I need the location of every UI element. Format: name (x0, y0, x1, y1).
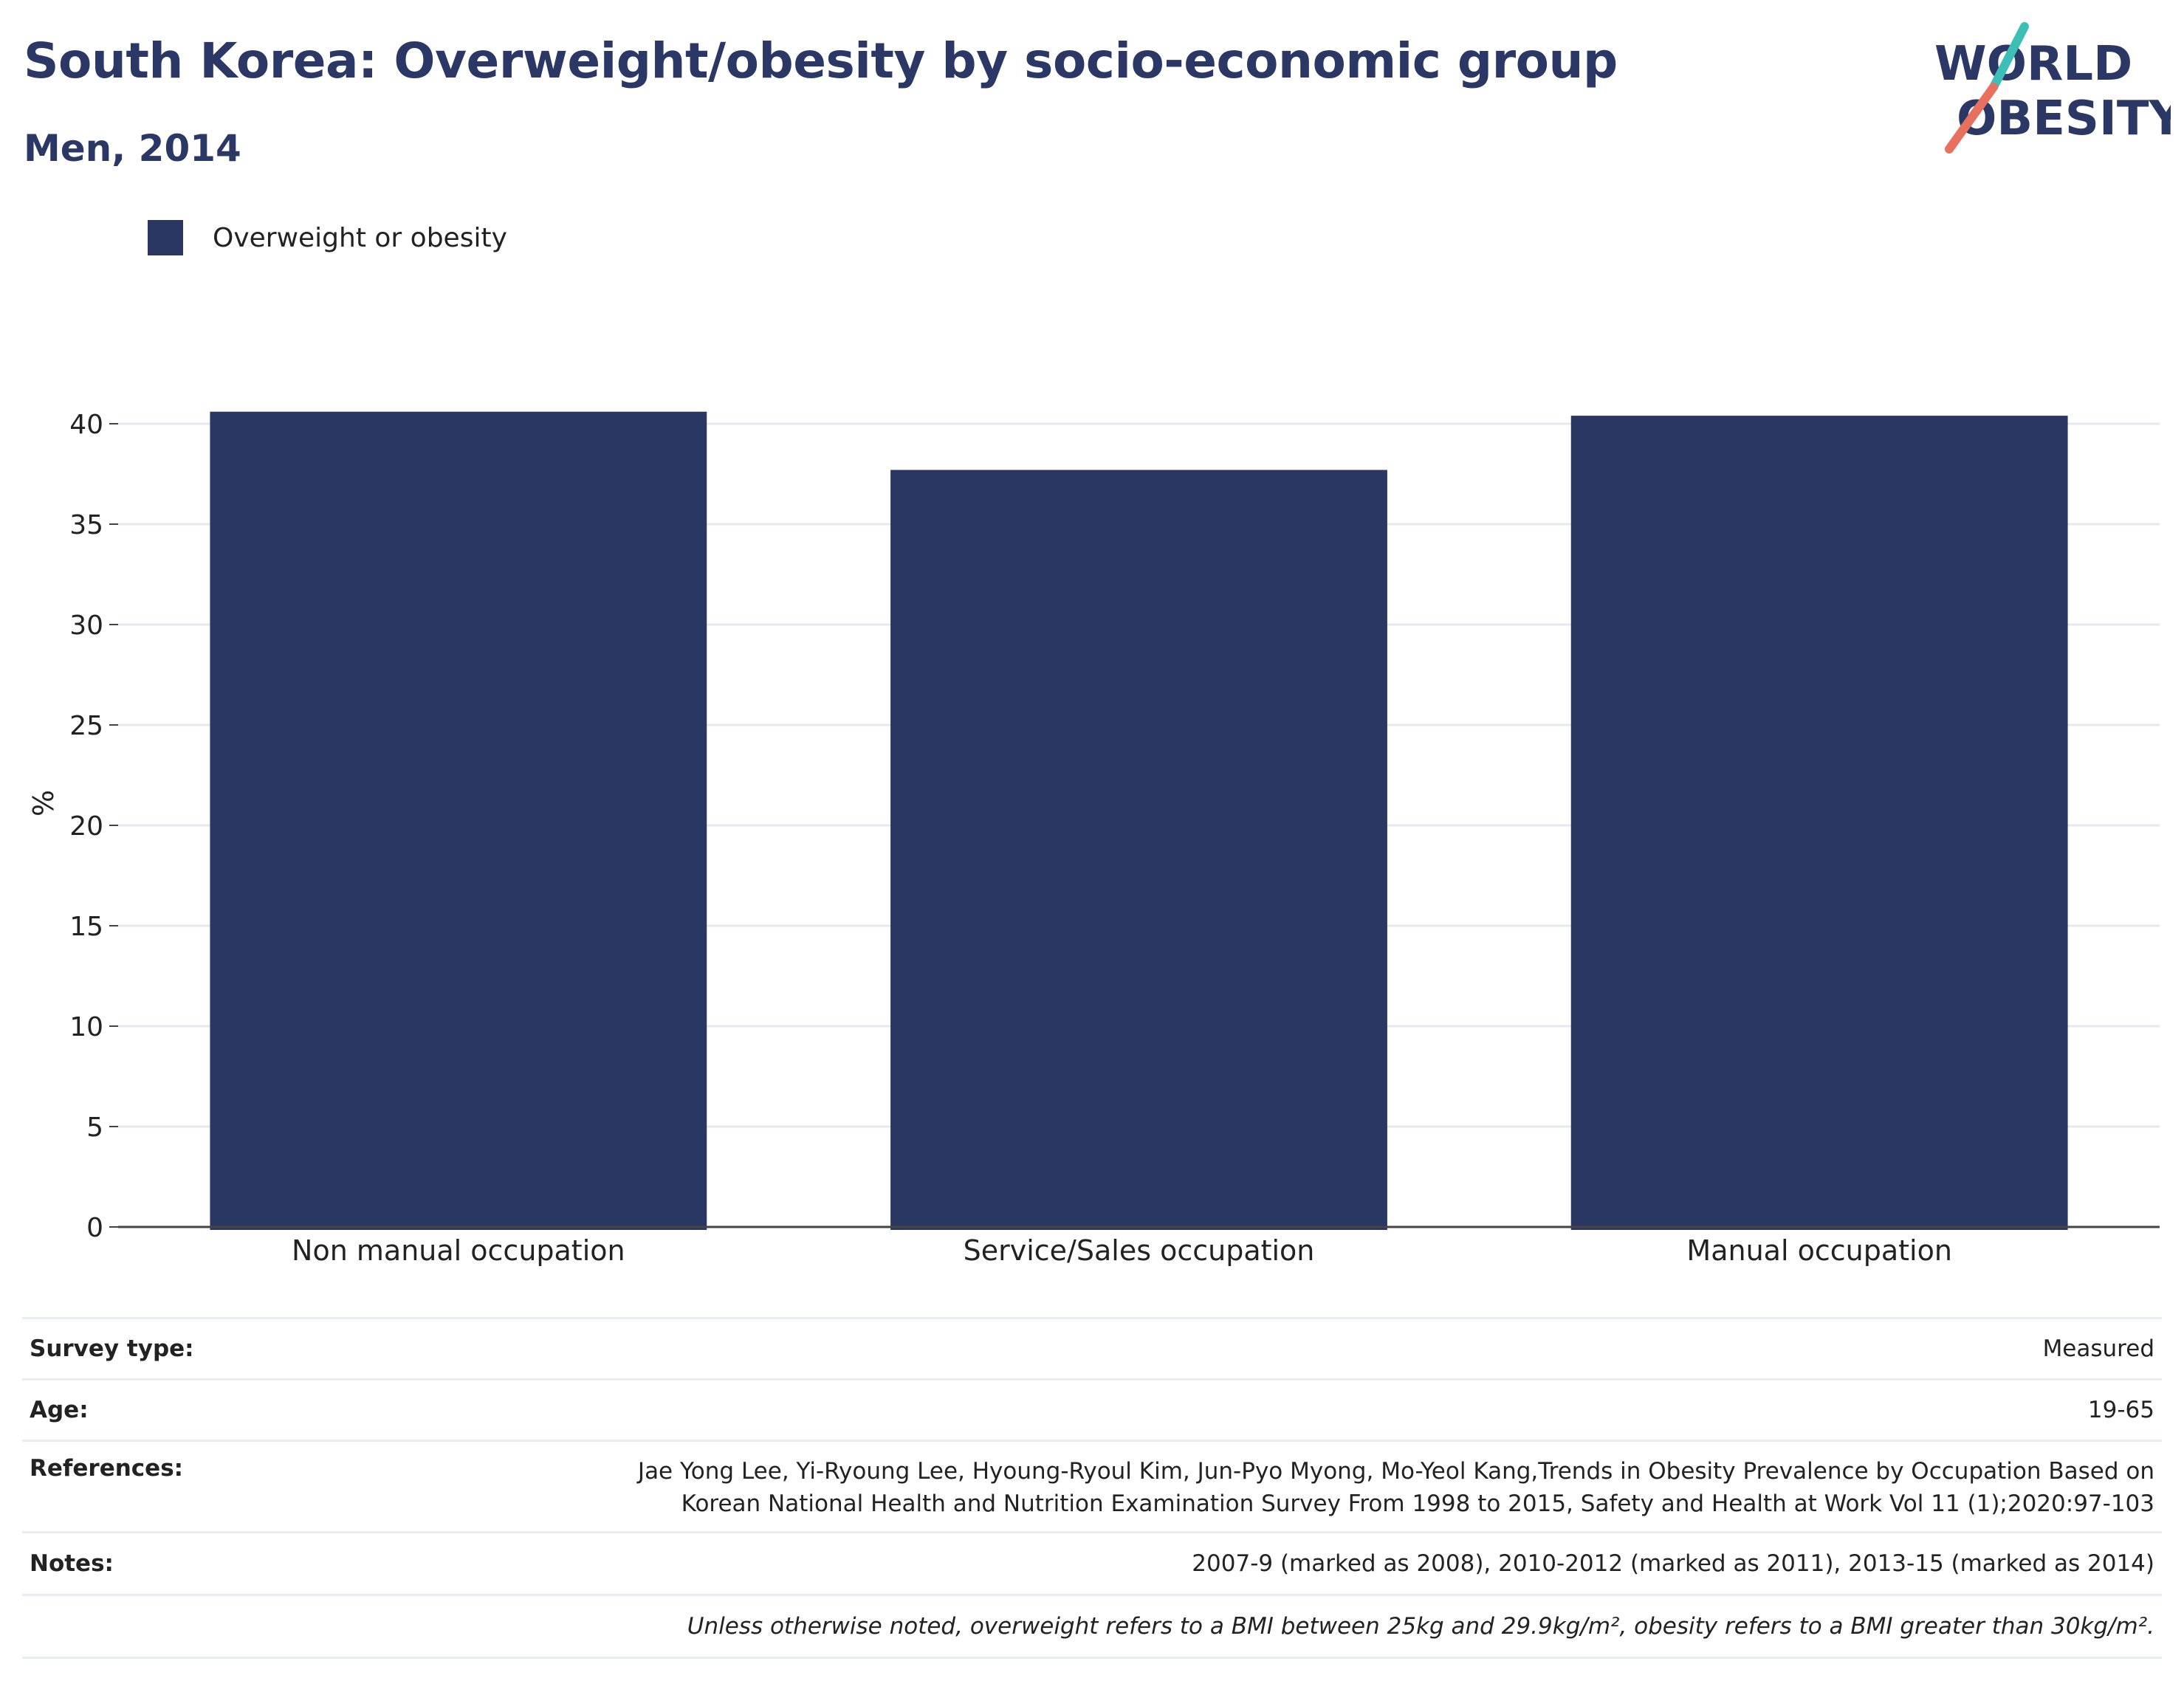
logo-line2: OBESITY (1957, 92, 2171, 146)
bar-layer (210, 411, 2068, 1231)
info-value: 2007-9 (marked as 2008), 2010-2012 (mark… (1192, 1550, 2154, 1577)
logo-line1: WORLD (1934, 37, 2132, 92)
legend-label: Overweight or obesity (213, 222, 507, 253)
y-tick-label: 25 (69, 711, 103, 741)
world-obesity-logo: WORLD OBESITY (1934, 22, 2171, 154)
info-key: Notes: (30, 1550, 114, 1577)
bar[interactable] (890, 470, 1387, 1230)
x-category-label: Service/Sales occupation (964, 1234, 1315, 1267)
bar[interactable] (1570, 416, 2068, 1230)
info-value: 19-65 (2087, 1397, 2154, 1423)
bar[interactable] (210, 411, 707, 1231)
y-tick-label: 5 (86, 1113, 103, 1143)
info-key: References: (30, 1455, 184, 1482)
info-value: Unless otherwise noted, overweight refer… (687, 1613, 2154, 1640)
logo-slash-teal-icon (1989, 22, 2029, 92)
logo-slash-coral-icon (1945, 83, 1998, 154)
y-tick-label: 40 (69, 410, 103, 440)
chart-title: South Korea: Overweight/obesity by socio… (24, 32, 1618, 89)
y-axis-title: % (27, 790, 60, 816)
info-row-age: Age: 19-65 (22, 1378, 2162, 1440)
y-tick-label: 15 (69, 912, 103, 942)
x-category-label: Manual occupation (1686, 1234, 1951, 1267)
axis-layer: 0 5 10 15 20 25 30 35 40 Non manual occupation Ser… (69, 410, 2160, 1267)
info-value: Measured (2042, 1335, 2154, 1362)
bar-chart: 0 5 10 15 20 25 30 35 40 Non manual occupation Ser… (27, 410, 2160, 1267)
x-category-label: Non manual occupation (292, 1234, 625, 1267)
y-tick-label: 30 (69, 611, 103, 641)
y-tick-label: 20 (69, 811, 103, 842)
chart-subtitle: Men, 2014 (24, 127, 241, 170)
info-key: Survey type: (30, 1335, 194, 1362)
info-row-references: References: Jae Yong Lee, Yi-Ryoung Lee,… (22, 1440, 2162, 1531)
info-value: Jae Yong Lee, Yi-Ryoung Lee, Hyoung-Ryou… (637, 1458, 2154, 1517)
y-tick-label: 0 (86, 1213, 103, 1243)
info-row-definition: Unless otherwise noted, overweight refer… (22, 1594, 2162, 1659)
legend[interactable]: Overweight or obesity (148, 220, 507, 255)
info-key: Age: (30, 1397, 89, 1423)
info-row-notes: Notes: 2007-9 (marked as 2008), 2010-201… (22, 1531, 2162, 1594)
info-row-survey-type: Survey type: Measured (22, 1317, 2162, 1378)
legend-swatch (148, 220, 183, 255)
info-table: Survey type: Measured Age: 19-65 Referen… (22, 1317, 2162, 1659)
y-tick-label: 35 (69, 510, 103, 540)
y-tick-label: 10 (69, 1012, 103, 1042)
